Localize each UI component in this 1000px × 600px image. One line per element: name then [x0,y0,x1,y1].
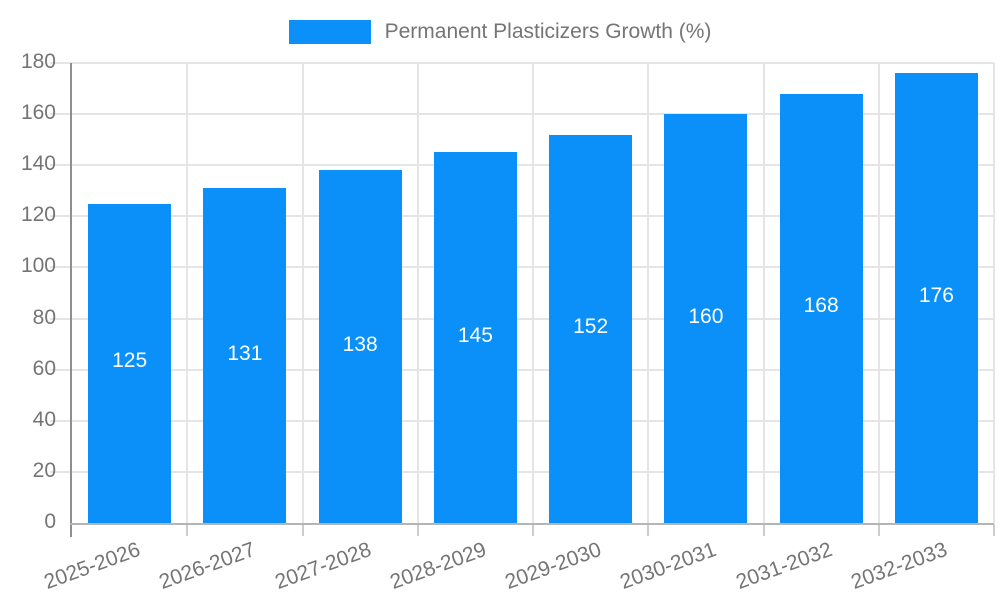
h-gridline [50,215,994,218]
bar-value-label: 131 [227,341,263,365]
h-gridline [50,368,994,371]
h-gridline [50,113,994,116]
v-gridline [186,63,189,523]
x-tick [186,524,189,536]
bar[interactable] [779,93,863,523]
x-tick [993,524,995,536]
x-axis-label: 2029-2030 [502,538,605,594]
y-axis-label: 0 [44,510,56,533]
y-axis-label: 60 [32,356,56,380]
x-axis-label: 2026-2027 [156,538,259,594]
x-axis-label: 2025-2026 [41,538,144,594]
y-axis-label: 120 [20,203,56,227]
v-gridline [993,63,995,523]
x-tick [762,524,765,536]
h-gridline [50,266,994,269]
y-axis-label: 40 [32,407,56,431]
bar[interactable] [549,134,633,523]
y-axis-label: 80 [32,305,56,329]
v-gridline [762,63,765,523]
x-tick [301,524,304,536]
y-axis-label: 100 [20,254,56,278]
y-axis-line [70,63,72,537]
x-axis-label: 2027-2028 [271,538,374,594]
bar[interactable] [433,152,517,523]
h-gridline [50,419,994,422]
x-tick [532,524,534,536]
x-axis-label: 2032-2033 [847,538,951,594]
x-axis-label: 2031-2032 [732,538,835,594]
bar[interactable] [203,188,287,523]
x-axis-label: 2030-2031 [617,538,720,594]
x-tick [877,524,880,536]
bar[interactable] [664,114,748,523]
bar[interactable] [894,73,978,523]
x-tick [416,524,419,536]
h-gridline [50,317,994,320]
v-gridline [647,63,650,523]
bar-value-label: 125 [112,349,148,373]
v-gridline [301,63,304,523]
v-gridline [877,63,880,523]
legend[interactable]: Permanent Plasticizers Growth (%) [0,20,1000,44]
h-gridline [50,62,994,64]
bar[interactable] [318,170,402,523]
bar-value-label: 145 [457,323,493,347]
bar-value-label: 168 [803,294,839,318]
bar-value-label: 160 [688,304,724,328]
x-axis-line [70,523,994,525]
v-gridline [416,63,419,523]
h-gridline [50,164,994,167]
legend-swatch [288,20,371,44]
v-gridline [532,63,534,523]
y-axis-label: 140 [20,152,56,176]
x-axis-label: 2028-2029 [386,538,490,594]
x-tick [647,524,650,536]
h-gridline [50,470,994,473]
legend-label: Permanent Plasticizers Growth (%) [384,20,712,43]
bar-value-label: 152 [573,314,609,338]
y-axis-label: 160 [20,101,56,125]
y-axis-label: 20 [32,458,56,482]
bar[interactable] [88,203,172,523]
bar-value-label: 176 [918,284,954,308]
bar-value-label: 138 [342,332,378,356]
y-axis-label: 180 [20,50,56,73]
